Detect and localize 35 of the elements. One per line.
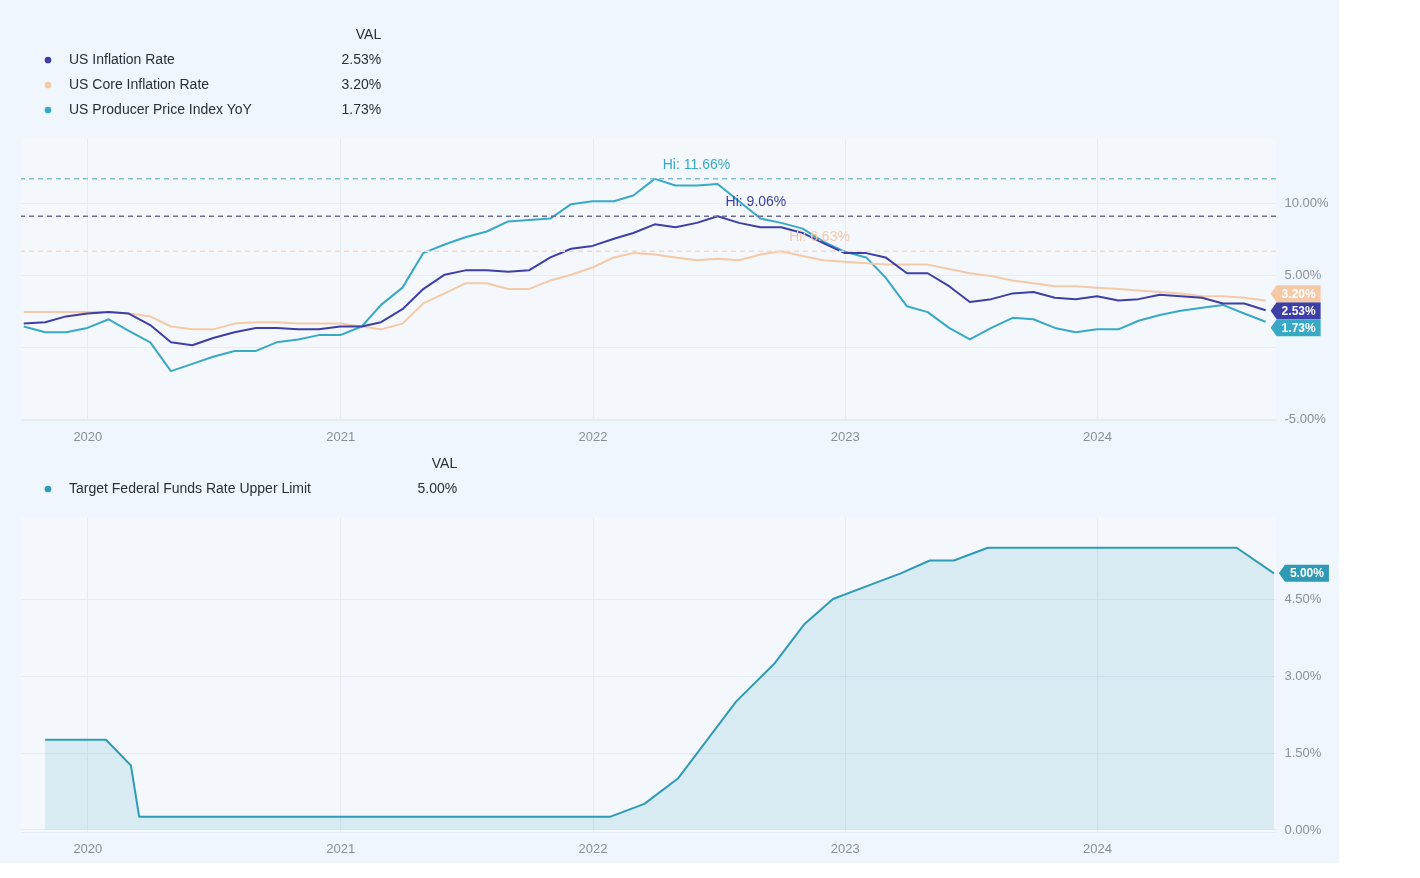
legend-label: US Producer Price Index YoY: [69, 101, 253, 117]
text: 1.73%: [341, 101, 382, 117]
y-tick-label: 5.00%: [1284, 267, 1322, 283]
legend-label: US Inflation Rate: [69, 51, 176, 67]
annotation: Hi: 9.06%: [725, 193, 787, 210]
x-tick-label: 2024: [1083, 840, 1112, 856]
y-tick-label: 10.00%: [1284, 195, 1330, 211]
annotation: Hi: 11.66%: [662, 155, 731, 172]
y-tick-label: 4.50%: [1284, 591, 1322, 607]
legend-label: US Core Inflation Rate: [69, 76, 210, 92]
line-series: [22, 215, 1267, 347]
data-label: 2.53%: [1281, 303, 1316, 318]
x-tick-label: 2021: [326, 840, 356, 856]
text: 2.53%: [341, 51, 382, 67]
x-tick-label: 2020: [73, 428, 103, 444]
y-tick-label: 1.50%: [1284, 745, 1322, 761]
line-series: [22, 250, 1267, 331]
x-tick-label: 2021: [326, 428, 356, 444]
x-tick-label: 2024: [1083, 428, 1112, 444]
x-tick-label: 2023: [830, 428, 860, 444]
x-tick-label: 2022: [578, 428, 608, 444]
data-label: 3.20%: [1281, 286, 1316, 301]
text: 3.20%: [341, 76, 382, 92]
y-tick-label: 3.00%: [1284, 668, 1322, 684]
legend-title: VAL: [431, 455, 458, 471]
x-tick-label: 2023: [830, 840, 860, 856]
x-tick-label: 2020: [73, 840, 103, 856]
data-label: 1.73%: [1281, 320, 1316, 335]
x-tick-label: 2022: [578, 840, 608, 856]
legend-title: VAL: [355, 26, 382, 42]
text: 5.00%: [417, 480, 458, 496]
legend-label: Target Federal Funds Rate Upper Limit: [69, 480, 312, 496]
y-tick-label: -5.00%: [1284, 411, 1327, 427]
line-series: [22, 177, 1267, 373]
y-tick-label: 0.00%: [1284, 821, 1322, 837]
